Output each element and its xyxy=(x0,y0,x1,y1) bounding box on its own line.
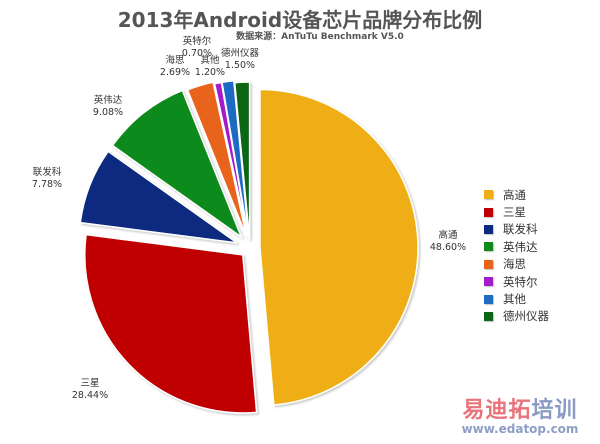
legend-item-hisilicon: 海思 xyxy=(484,256,549,273)
legend-label: 德州仪器 xyxy=(503,309,549,324)
watermark-cn-part2: 培训 xyxy=(531,398,578,423)
pie-slice-nvidia xyxy=(111,89,243,240)
label-mediatek-name: 联发科 xyxy=(33,166,62,178)
legend-item-other: 其他 xyxy=(484,290,549,307)
label-ti-name: 德州仪器 xyxy=(221,47,260,59)
pie-slice-other xyxy=(221,79,250,239)
legend-item-nvidia: 英伟达 xyxy=(484,238,549,255)
label-intel-value: 0.70% xyxy=(182,48,212,59)
label-other-value: 1.20% xyxy=(195,67,225,78)
legend-swatch xyxy=(484,242,493,252)
legend-swatch xyxy=(484,277,493,287)
label-hisilicon-value: 2.69% xyxy=(160,67,190,78)
pie-slice-qualcomm xyxy=(259,88,419,406)
watermark-cn-part1: 易迪拓 xyxy=(462,398,532,423)
legend-label: 英伟达 xyxy=(503,239,538,254)
legend-label: 海思 xyxy=(503,257,526,272)
legend-item-qualcomm: 高通 xyxy=(484,186,549,203)
watermark-url: www.edatop.com xyxy=(461,422,579,436)
legend-item-intel: 英特尔 xyxy=(484,273,549,290)
chart-subtitle: 数据来源：AnTuTu Benchmark V5.0 xyxy=(236,32,404,42)
legend-label: 其他 xyxy=(503,292,526,307)
label-ti-value: 1.50% xyxy=(225,60,255,71)
legend-swatch xyxy=(484,207,493,217)
label-qualcomm-value: 48.60% xyxy=(430,242,466,253)
legend-swatch xyxy=(484,259,493,269)
legend-item-ti: 德州仪器 xyxy=(484,308,549,325)
chart-title: 2013年Android设备芯片品牌分布比例 xyxy=(117,8,483,32)
chart-legend: 高通 三星 联发科 英伟达 海思 英特尔 其他 德州仪器 xyxy=(484,186,549,325)
legend-swatch xyxy=(484,294,493,304)
label-hisilicon-name: 海思 xyxy=(165,54,185,66)
legend-swatch xyxy=(484,311,493,321)
watermark-text: 易迪拓培训 xyxy=(440,392,600,424)
legend-swatch xyxy=(484,224,493,234)
label-other-name: 其他 xyxy=(200,54,220,66)
label-nvidia-value: 9.08% xyxy=(93,107,123,118)
legend-label: 高通 xyxy=(503,187,526,202)
legend-swatch xyxy=(484,190,493,200)
label-nvidia-name: 英伟达 xyxy=(94,94,123,106)
legend-label: 联发科 xyxy=(503,222,538,237)
legend-item-samsung: 三星 xyxy=(484,203,549,220)
label-intel-name: 英特尔 xyxy=(183,35,212,47)
pie-slice-mediatek xyxy=(79,150,238,244)
watermark: 易迪拓培训 www.edatop.com xyxy=(440,392,600,436)
pie-slice-ti xyxy=(233,81,251,241)
label-samsung-name: 三星 xyxy=(80,378,99,389)
legend-item-mediatek: 联发科 xyxy=(484,221,549,238)
legend-label: 英特尔 xyxy=(503,274,538,289)
label-qualcomm-name: 高通 xyxy=(438,229,458,241)
label-samsung-value: 28.44% xyxy=(72,390,108,401)
legend-label: 三星 xyxy=(503,205,526,220)
label-mediatek-value: 7.78% xyxy=(32,179,62,190)
pie-slice-samsung xyxy=(84,233,258,414)
pie-slice-hisilicon xyxy=(186,81,248,237)
